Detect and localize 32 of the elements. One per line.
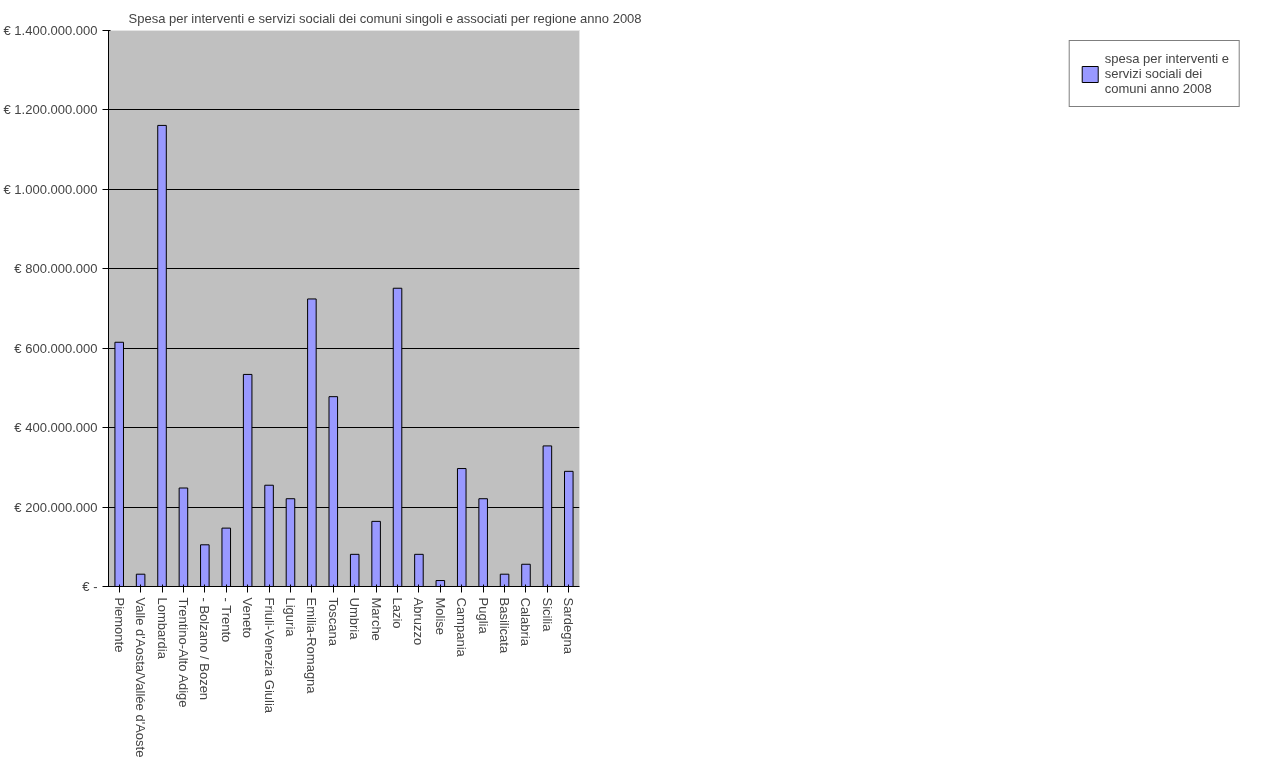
x-tick-label: Basilicata xyxy=(497,597,513,654)
x-tick-label: Piemonte xyxy=(111,597,127,653)
x-tick-label: - Bolzano / Bozen xyxy=(197,597,213,701)
x-tick-label: Umbria xyxy=(347,597,363,641)
y-tick-label: € 800.000.000 xyxy=(14,261,98,277)
x-tick-label: Abruzzo xyxy=(411,597,427,646)
y-tick-label: € 200.000.000 xyxy=(14,499,98,515)
x-tick-label: Trentino-Alto Adige xyxy=(175,597,191,708)
legend-label: spesa per interventi e servizi sociali dei comuni anno 2008 xyxy=(1104,51,1229,96)
x-tick-label: Veneto xyxy=(240,597,256,638)
chart-title: Spesa per interventi e servizi sociali dei comuni singoli e associati per regione anno 2008 xyxy=(128,10,642,26)
x-tick-label: Lazio xyxy=(390,597,406,629)
x-tick-label: Emilia-Romagna xyxy=(304,597,320,695)
x-tick-label: Marche xyxy=(368,597,384,641)
y-tick-label: € 400.000.000 xyxy=(14,420,98,436)
x-tick-label: Valle d'Aosta/Vallée d'Aoste xyxy=(133,597,149,758)
y-tick-label: € 1.200.000.000 xyxy=(3,102,98,118)
x-tick-label: Sardegna xyxy=(561,597,577,655)
y-tick-label: € 1.000.000.000 xyxy=(3,181,98,197)
x-tick-label: Molise xyxy=(432,597,448,636)
x-tick-label: Toscana xyxy=(325,597,341,647)
x-tick-label: - Trento xyxy=(218,597,234,643)
y-tick-label: € 600.000.000 xyxy=(14,340,98,356)
x-tick-label: Friuli-Venezia Giulia xyxy=(261,597,277,714)
x-tick-label: Puglia xyxy=(475,597,491,635)
y-tick-label: € 1.400.000.000 xyxy=(3,23,98,38)
x-tick-label: Lombardia xyxy=(154,597,170,660)
x-tick-label: Sicilia xyxy=(539,597,555,633)
y-tick-label: € - xyxy=(82,579,98,594)
x-tick-label: Campania xyxy=(454,597,470,658)
x-tick-label: Liguria xyxy=(282,597,298,638)
x-tick-label: Calabria xyxy=(518,597,534,647)
